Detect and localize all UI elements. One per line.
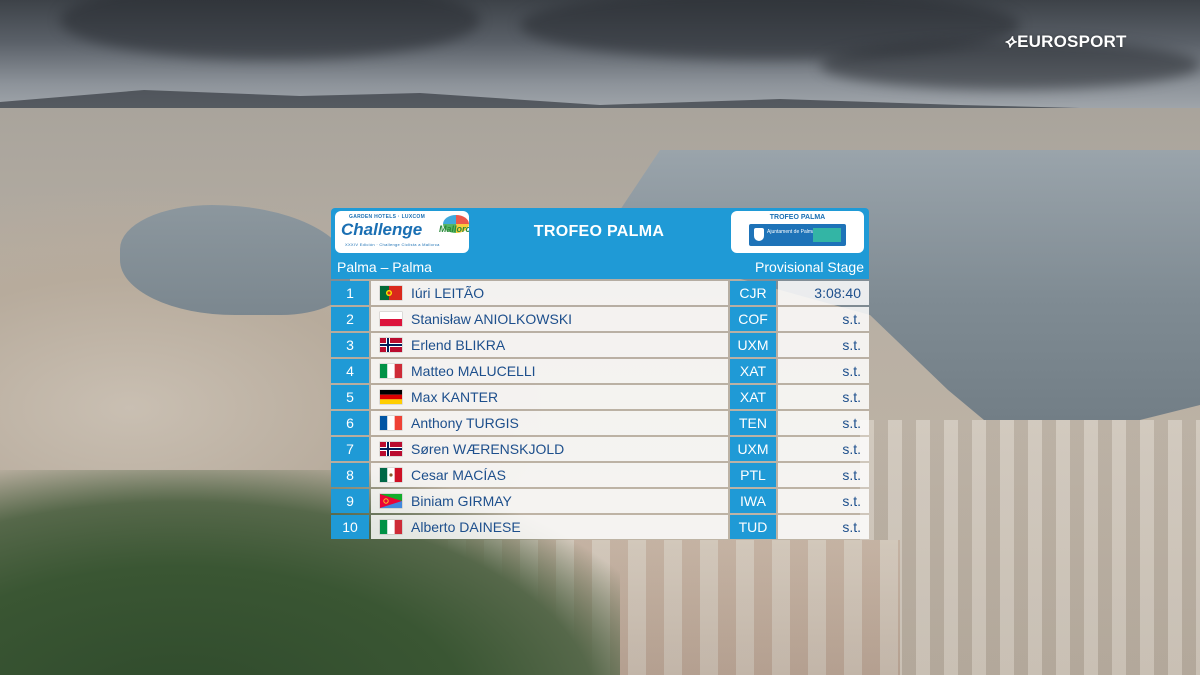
rider-cell: Iúri LEITÃO	[371, 281, 728, 305]
sponsor-logo-top: GARDEN HOTELS · LUXCOM	[349, 214, 426, 220]
portugal-flag-icon	[380, 286, 402, 300]
finish-time: s.t.	[778, 333, 869, 357]
team-code: COF	[730, 307, 776, 331]
result-row: 8 Cesar MACÍAS PTL s.t.	[331, 463, 869, 489]
stage-label: Provisional Stage	[755, 259, 864, 275]
finish-time: s.t.	[778, 385, 869, 409]
team-code: IWA	[730, 489, 776, 513]
race-title: TROFEO PALMA	[533, 223, 665, 240]
norway-flag-icon	[380, 338, 402, 352]
rider-name: Iúri LEITÃO	[411, 285, 485, 301]
partner-logo-badge: Ajuntament de Palma	[749, 224, 846, 246]
finish-time: 3:08:40	[778, 281, 869, 305]
team-code: CJR	[730, 281, 776, 305]
result-row: 6 Anthony TURGIS TEN s.t.	[331, 411, 869, 437]
team-code: XAT	[730, 359, 776, 383]
rider-name: Biniam GIRMAY	[411, 493, 512, 509]
ajuntament-palma-logo: TROFEO PALMA Ajuntament de Palma	[731, 211, 864, 253]
rider-cell: Stanisław ANIOLKOWSKI	[371, 307, 728, 331]
rider-cell: Max KANTER	[371, 385, 728, 409]
partner-logo-graphic	[813, 228, 841, 242]
route-label: Palma – Palma	[337, 259, 432, 275]
position-cell: 5	[331, 385, 369, 409]
poland-flag-icon	[380, 312, 402, 326]
eritrea-flag-icon	[380, 494, 402, 508]
rider-cell: Anthony TURGIS	[371, 411, 728, 435]
partner-logo-top: TROFEO PALMA	[769, 214, 826, 221]
sponsor-logo-foot: XXXIV Edición · Challenge Ciclista a Mal…	[345, 242, 440, 247]
mallorca-swirl-icon	[443, 215, 469, 233]
finish-time: s.t.	[778, 489, 869, 513]
finish-time: s.t.	[778, 359, 869, 383]
rider-cell: Biniam GIRMAY	[371, 489, 728, 513]
sponsor-logo-sub: Mallorca	[439, 224, 469, 234]
rider-name: Cesar MACÍAS	[411, 467, 506, 483]
result-row: 5 Max KANTER XAT s.t.	[331, 385, 869, 411]
result-row: 1 Iúri LEITÃO CJR 3:08:40	[331, 281, 869, 307]
italy-flag-icon	[380, 520, 402, 534]
team-code: XAT	[730, 385, 776, 409]
sponsor-logo-main: Challenge	[341, 220, 423, 239]
partner-logo-text: Ajuntament de Palma	[767, 229, 815, 235]
result-row: 3 Erlend BLIKRA UXM s.t.	[331, 333, 869, 359]
rider-name: Anthony TURGIS	[411, 415, 519, 431]
team-code: UXM	[730, 437, 776, 461]
rider-name: Erlend BLIKRA	[411, 337, 506, 353]
results-list: 1 Iúri LEITÃO CJR 3:08:40 2 Stanisław ANIOLKO…	[331, 281, 869, 541]
result-row: 9 Biniam GIRMAY IWA s.t.	[331, 489, 869, 515]
rider-cell: Matteo MALUCELLI	[371, 359, 728, 383]
italy-flag-icon	[380, 364, 402, 378]
rider-name: Matteo MALUCELLI	[411, 363, 536, 379]
result-row: 7 Søren WÆRENSKJOLD UXM s.t.	[331, 437, 869, 463]
mexico-flag-icon	[380, 468, 402, 482]
team-code: UXM	[730, 333, 776, 357]
broadcaster-name: EUROSPORT	[1017, 31, 1127, 51]
position-cell: 10	[331, 515, 369, 539]
rider-name: Stanisław ANIOLKOWSKI	[411, 311, 573, 327]
eurosport-logo-icon: ⟡	[1004, 31, 1017, 51]
position-cell: 7	[331, 437, 369, 461]
position-cell: 9	[331, 489, 369, 513]
norway-flag-icon	[380, 442, 402, 456]
eurosport-logo: ⟡ EUROSPORT	[1004, 31, 1127, 52]
finish-time: s.t.	[778, 411, 869, 435]
result-row: 2 Stanisław ANIOLKOWSKI COF s.t.	[331, 307, 869, 333]
position-cell: 4	[331, 359, 369, 383]
rider-name: Søren WÆRENSKJOLD	[411, 441, 565, 457]
result-row: 4 Matteo MALUCELLI XAT s.t.	[331, 359, 869, 385]
rider-cell: Søren WÆRENSKJOLD	[371, 437, 728, 461]
position-cell: 6	[331, 411, 369, 435]
rider-name: Alberto DAINESE	[411, 519, 521, 535]
position-cell: 8	[331, 463, 369, 487]
results-board: GARDEN HOTELS · LUXCOM Challenge Mallorc…	[331, 208, 869, 540]
finish-time: s.t.	[778, 515, 869, 539]
position-cell: 2	[331, 307, 369, 331]
team-code: TUD	[730, 515, 776, 539]
challenge-mallorca-logo: GARDEN HOTELS · LUXCOM Challenge Mallorc…	[335, 211, 469, 253]
rider-cell: Alberto DAINESE	[371, 515, 728, 539]
team-code: TEN	[730, 411, 776, 435]
rider-name: Max KANTER	[411, 389, 499, 405]
position-cell: 1	[331, 281, 369, 305]
cloud	[820, 40, 1200, 90]
finish-time: s.t.	[778, 463, 869, 487]
result-row: 10 Alberto DAINESE TUD s.t.	[331, 515, 869, 541]
germany-flag-icon	[380, 390, 402, 404]
position-cell: 3	[331, 333, 369, 357]
board-header: GARDEN HOTELS · LUXCOM Challenge Mallorc…	[331, 208, 869, 279]
rider-cell: Cesar MACÍAS	[371, 463, 728, 487]
shield-icon	[754, 228, 764, 241]
france-flag-icon	[380, 416, 402, 430]
finish-time: s.t.	[778, 437, 869, 461]
rider-cell: Erlend BLIKRA	[371, 333, 728, 357]
team-code: PTL	[730, 463, 776, 487]
finish-time: s.t.	[778, 307, 869, 331]
buildings	[860, 420, 1200, 675]
